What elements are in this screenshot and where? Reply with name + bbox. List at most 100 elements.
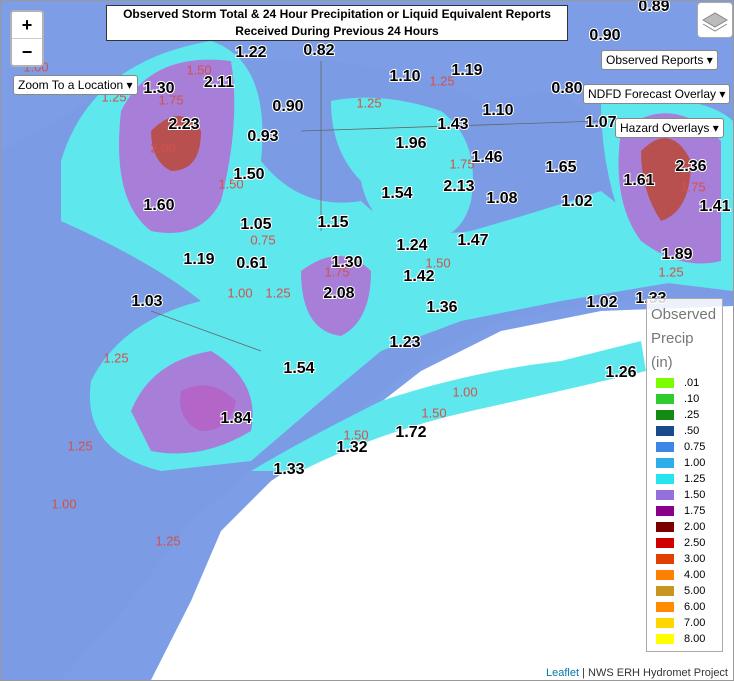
contour-label: 1.50 bbox=[186, 62, 211, 77]
title-line: Observed Storm Total & 24 Hour Precipita… bbox=[123, 7, 551, 21]
legend-item: 5.00 bbox=[647, 583, 722, 599]
report-value: 1.60 bbox=[143, 197, 174, 214]
legend-label: 4.00 bbox=[684, 569, 706, 581]
attribution: Leaflet | NWS ERH Hydromet Project bbox=[541, 666, 733, 680]
legend-item: 6.00 bbox=[647, 599, 722, 615]
contour-label: 1.25 bbox=[429, 73, 454, 88]
report-value: 1.43 bbox=[437, 116, 468, 133]
legend-label: 2.50 bbox=[684, 537, 706, 549]
label: Hazard Overlays bbox=[620, 121, 710, 135]
report-value: 0.90 bbox=[272, 98, 303, 115]
report-value: 1.65 bbox=[545, 159, 576, 176]
report-value: 1.96 bbox=[395, 135, 426, 152]
report-value: 0.80 bbox=[551, 80, 582, 97]
report-value: 1.32 bbox=[336, 439, 367, 456]
report-value: 1.30 bbox=[143, 80, 174, 97]
legend-swatch bbox=[656, 554, 674, 564]
report-value: 1.54 bbox=[381, 185, 412, 202]
legend-item: 8.00 bbox=[647, 631, 722, 647]
legend-item: 0.75 bbox=[647, 439, 722, 455]
contour-label: 1.25 bbox=[103, 350, 128, 365]
legend: Observed Precip (in) .01 .10 .25 .50 0.75 1.00 1.… bbox=[646, 298, 723, 652]
report-value: 1.72 bbox=[395, 424, 426, 441]
legend-swatch bbox=[656, 442, 674, 452]
zoom-out[interactable]: − bbox=[21, 42, 33, 62]
legend-swatch bbox=[656, 522, 674, 532]
label: Zoom To a Location bbox=[18, 78, 124, 92]
report-value: 0.89 bbox=[638, 1, 669, 15]
label: NDFD Forecast Overlay bbox=[588, 87, 717, 101]
legend-swatch bbox=[656, 378, 674, 388]
contour-label: 1.50 bbox=[343, 427, 368, 442]
contour-label: 1.00 bbox=[452, 384, 477, 399]
report-value: 1.02 bbox=[586, 294, 617, 311]
legend-item: 4.00 bbox=[647, 567, 722, 583]
report-value: 1.89 bbox=[661, 246, 692, 263]
legend-swatch bbox=[656, 490, 674, 500]
ndfd-dropdown[interactable]: NDFD Forecast Overlay ▾ bbox=[583, 84, 731, 104]
report-value: 0.61 bbox=[236, 255, 267, 272]
zoom-in[interactable]: + bbox=[12, 12, 42, 39]
legend-label: .50 bbox=[684, 425, 700, 437]
legend-item: 2.00 bbox=[647, 519, 722, 535]
legend-item: 2.50 bbox=[647, 535, 722, 551]
legend-item: 1.50 bbox=[647, 487, 722, 503]
legend-item: 7.00 bbox=[647, 615, 722, 631]
zoom-control: + − bbox=[10, 10, 44, 67]
title-box: Observed Storm Total & 24 Hour Precipita… bbox=[106, 5, 568, 41]
report-value: 1.03 bbox=[131, 293, 162, 310]
report-value: 1.19 bbox=[183, 251, 214, 268]
contour-label: 1.75 bbox=[324, 264, 349, 279]
report-value: 1.10 bbox=[389, 68, 420, 85]
contour-label: 1.25 bbox=[155, 533, 180, 548]
legend-swatch bbox=[656, 634, 674, 644]
contour-label: 1.50 bbox=[425, 255, 450, 270]
contour-label: 1.25 bbox=[658, 264, 683, 279]
leaflet-link[interactable]: Leaflet bbox=[546, 667, 580, 679]
legend-label: 5.00 bbox=[684, 585, 706, 597]
legend-title: Observed bbox=[651, 306, 717, 323]
report-value: 1.50 bbox=[233, 166, 264, 183]
legend-title: (in) bbox=[651, 354, 673, 371]
observed-reports-dropdown[interactable]: Observed Reports ▾ bbox=[601, 50, 718, 70]
contour-label: 1.50 bbox=[421, 405, 446, 420]
report-value: 1.05 bbox=[240, 216, 271, 233]
report-value: 1.19 bbox=[451, 62, 482, 79]
legend-label: 6.00 bbox=[684, 601, 706, 613]
legend-item: 1.00 bbox=[647, 455, 722, 471]
report-value: 1.22 bbox=[235, 44, 266, 61]
legend-item: .01 bbox=[647, 375, 722, 391]
legend-swatch bbox=[656, 410, 674, 420]
report-value: 1.07 bbox=[585, 114, 616, 131]
legend-label: 3.00 bbox=[684, 553, 706, 565]
legend-item: .50 bbox=[647, 423, 722, 439]
label: Observed Reports bbox=[606, 53, 704, 67]
layers-button[interactable] bbox=[697, 2, 733, 38]
legend-swatch bbox=[656, 618, 674, 628]
legend-item: 1.75 bbox=[647, 503, 722, 519]
report-value: 1.15 bbox=[317, 214, 348, 231]
legend-item: .25 bbox=[647, 407, 722, 423]
legend-label: 1.25 bbox=[684, 473, 706, 485]
report-value: 1.30 bbox=[331, 254, 362, 271]
legend-label: 1.50 bbox=[684, 489, 706, 501]
contour-label: 1.75 bbox=[158, 92, 183, 107]
report-value: 2.11 bbox=[204, 74, 234, 91]
contour-label: 1.25 bbox=[265, 285, 290, 300]
legend-swatch bbox=[656, 586, 674, 596]
legend-item: 1.25 bbox=[647, 471, 722, 487]
contour-label: 2.00 bbox=[150, 140, 175, 155]
legend-label: 1.00 bbox=[684, 457, 706, 469]
report-value: 1.84 bbox=[220, 410, 251, 427]
contour-label: 1.50 bbox=[218, 176, 243, 191]
legend-swatch bbox=[656, 394, 674, 404]
report-value: 2.13 bbox=[443, 178, 474, 195]
legend-label: .25 bbox=[684, 409, 700, 421]
report-value: 1.33 bbox=[273, 461, 304, 478]
legend-swatch bbox=[656, 506, 674, 516]
contour-label: 1.00 bbox=[51, 496, 76, 511]
legend-label: 7.00 bbox=[684, 617, 706, 629]
hazard-dropdown[interactable]: Hazard Overlays ▾ bbox=[615, 118, 724, 138]
report-value: 2.23 bbox=[168, 116, 199, 133]
zoom-to-dropdown[interactable]: Zoom To a Location ▾ bbox=[13, 75, 138, 95]
